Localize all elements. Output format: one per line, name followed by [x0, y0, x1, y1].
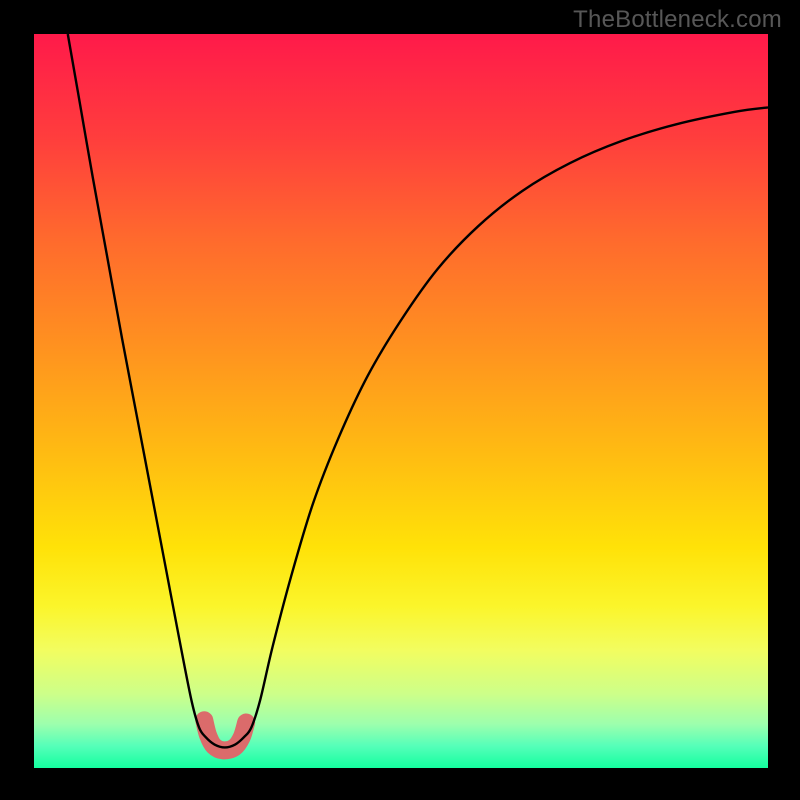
watermark-text: TheBottleneck.com [573, 6, 782, 34]
main-curve-line [68, 34, 768, 747]
chart-frame: TheBottleneck.com [0, 0, 800, 800]
plot-area [34, 34, 768, 768]
valley-marker [204, 720, 246, 750]
bottleneck-curve [34, 34, 768, 768]
